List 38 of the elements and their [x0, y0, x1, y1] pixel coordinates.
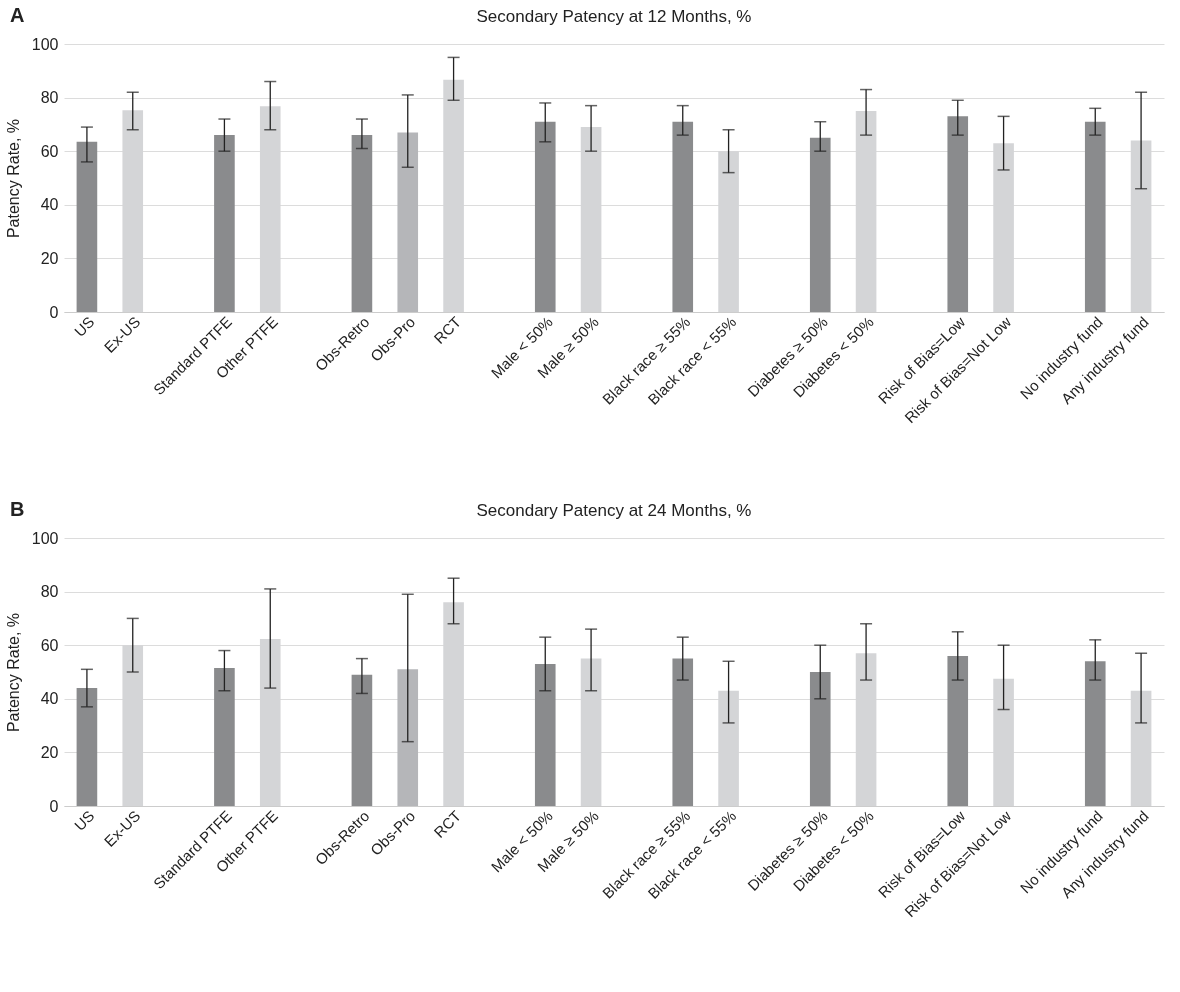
- bar: [397, 132, 419, 312]
- bar: [351, 135, 373, 312]
- y-tick-label: 60: [40, 636, 59, 654]
- x-tick-label: US: [70, 313, 98, 340]
- y-tick-label: 80: [40, 89, 59, 107]
- bar: [947, 655, 969, 806]
- text: B: [10, 498, 25, 521]
- text: A: [10, 4, 25, 27]
- x-tick-label: US: [70, 807, 98, 834]
- bar: [1084, 661, 1106, 806]
- bar: [672, 121, 694, 312]
- bar: [397, 669, 419, 806]
- y-tick-label: 100: [31, 35, 59, 53]
- y-tick-label: 40: [40, 196, 59, 214]
- chart-title: Secondary Patency at 24 Months, %: [476, 501, 752, 520]
- y-tick-label: 60: [40, 142, 59, 160]
- bar: [534, 663, 556, 806]
- chart-title: Secondary Patency at 12 Months, %: [476, 7, 752, 26]
- y-tick-label: 0: [49, 303, 59, 321]
- bar: [809, 137, 831, 312]
- bar: [947, 116, 969, 312]
- y-tick-label: 100: [31, 529, 59, 547]
- y-axis-title: Patency Rate, %: [4, 612, 22, 733]
- y-tick-label: 0: [49, 797, 59, 815]
- bar: [809, 672, 831, 806]
- y-tick-label: 20: [40, 249, 59, 267]
- bar: [351, 674, 373, 806]
- y-axis-title: Patency Rate, %: [4, 118, 22, 239]
- bar: [214, 667, 235, 806]
- y-tick-label: 40: [40, 690, 59, 708]
- bar: [1084, 121, 1106, 312]
- bar: [76, 688, 98, 806]
- bar: [76, 141, 98, 312]
- bar: [672, 658, 694, 806]
- bar: [534, 121, 556, 312]
- y-tick-label: 20: [40, 743, 59, 761]
- y-tick-label: 80: [40, 583, 59, 601]
- bar: [214, 135, 235, 312]
